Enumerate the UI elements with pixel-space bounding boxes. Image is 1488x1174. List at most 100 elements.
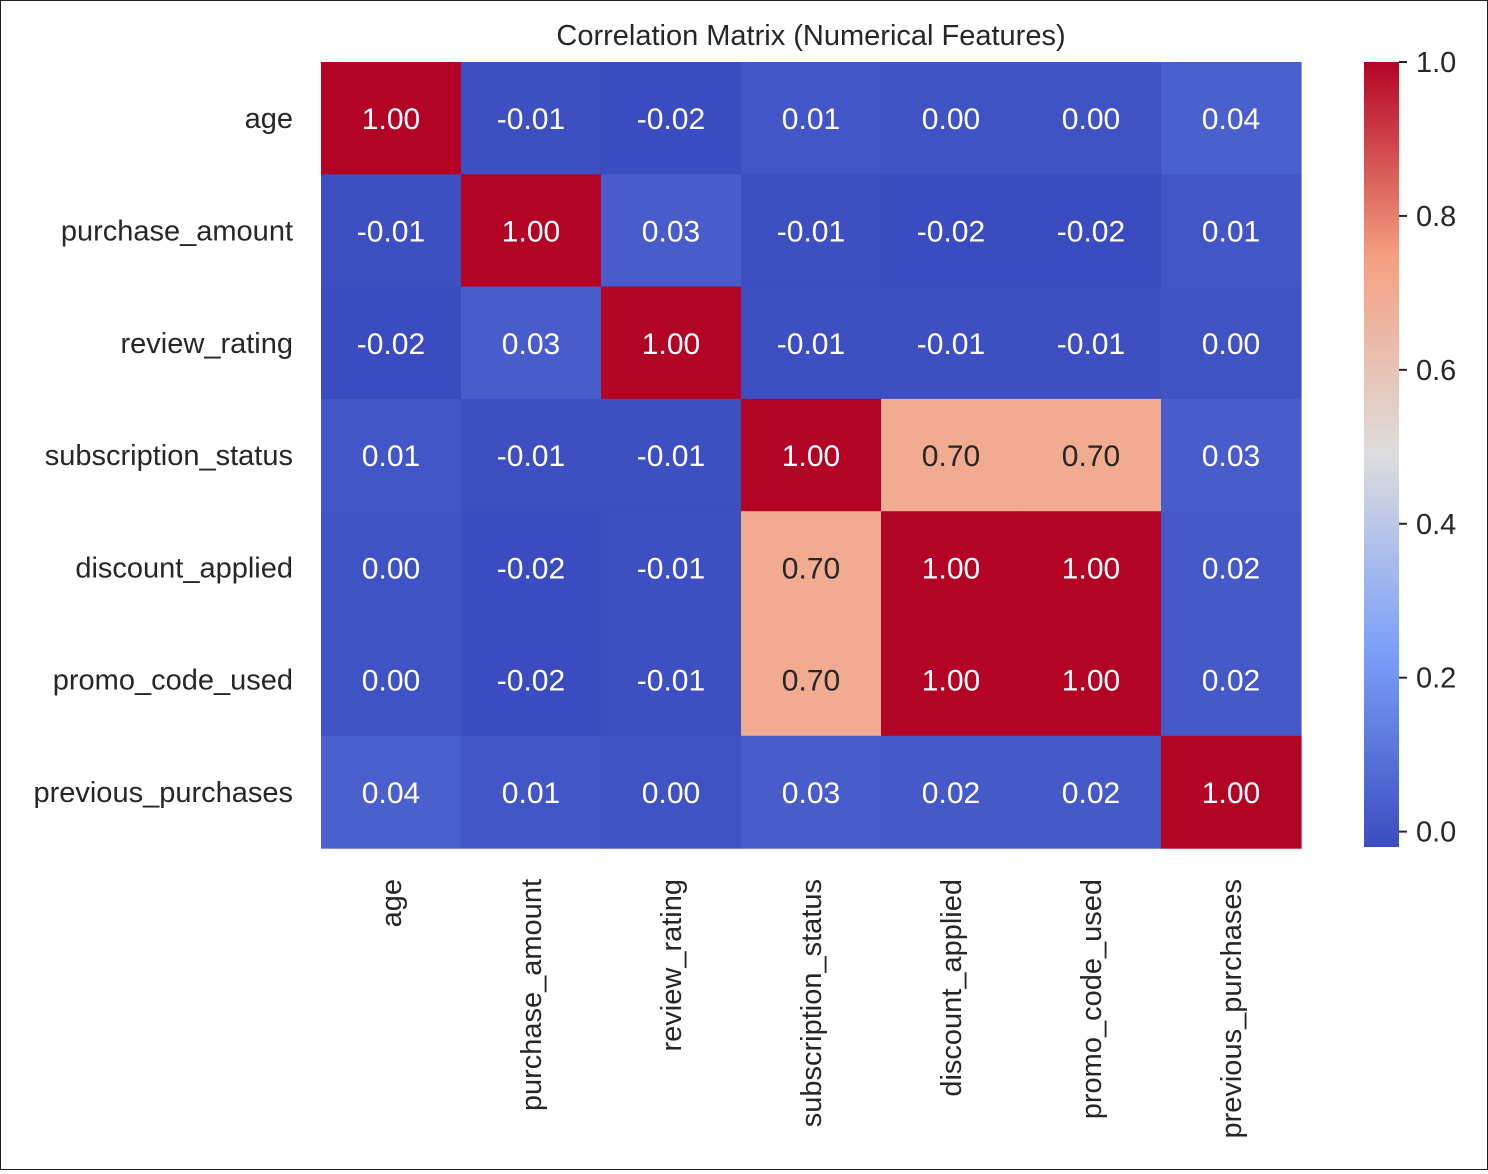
column-tick-label: review_rating [656,879,688,1051]
heatmap-cell [461,62,602,175]
cell-value-label: 0.03 [782,777,840,810]
colorbar-tick-label: 0.4 [1416,509,1456,541]
column-tick-label: age [376,879,408,927]
cell-value-label: -0.01 [637,665,705,698]
cell-value-label: -0.02 [497,552,565,585]
cell-value-label: 0.00 [922,103,980,136]
heatmap-cell [741,735,882,849]
heatmap-cell [601,511,742,625]
heatmap-cell [1161,62,1302,175]
heatmap-cell [1161,174,1302,288]
row-tick-label: discount_applied [75,552,293,584]
cell-value-label: 0.03 [1202,440,1260,473]
cell-value-label: 0.70 [782,552,840,585]
heatmap-cell [461,623,602,737]
cell-value-label: 0.70 [1062,440,1120,473]
row-tick-label: purchase_amount [61,215,293,247]
heatmap-cell [461,286,602,400]
heatmap-cell [741,62,882,175]
heatmap-cell [321,623,462,737]
cell-value-label: 0.00 [642,777,700,810]
row-tick-label: subscription_status [45,440,293,472]
cell-value-label: 0.01 [782,103,840,136]
cell-value-label: 1.00 [1202,777,1260,810]
heatmap-cell [461,398,602,512]
colorbar-gradient [1364,62,1399,847]
heatmap-cell [321,398,462,512]
cell-value-label: 1.00 [922,552,980,585]
colorbar-tick-label: 0.6 [1416,355,1456,387]
heatmap-cell [1161,735,1302,849]
heatmap-cell [1161,398,1302,512]
heatmap-cell [601,62,742,175]
cell-value-label: 0.02 [1202,665,1260,698]
cell-value-label: 1.00 [642,328,700,361]
heatmap-cell [1021,398,1162,512]
heatmap-cell [741,286,882,400]
cell-value-label: 1.00 [502,215,560,248]
cell-value-label: 0.01 [502,777,560,810]
cell-value-label: 0.03 [642,215,700,248]
heatmap-cell [1021,735,1162,849]
cell-value-label: -0.01 [917,328,985,361]
colorbar-tick-label: 0.2 [1416,663,1456,695]
cell-value-label: -0.02 [357,328,425,361]
heatmap-cell [321,62,462,175]
colorbar: 0.0 0.2 0.4 0.6 0.8 1.0 [1364,47,1456,849]
heatmap-cell [881,735,1022,849]
colorbar-tick-label: 0.0 [1416,817,1456,849]
column-tick-label: purchase_amount [516,879,548,1111]
row-labels: age purchase_amount review_rating subscript… [33,103,293,809]
cell-value-label: 0.00 [1202,328,1260,361]
chart-title: Correlation Matrix (Numerical Features) [556,20,1065,52]
cell-value-label: 0.00 [362,665,420,698]
heatmap-cell [741,511,882,625]
heatmap-cell [1021,174,1162,288]
heatmap-cell [1161,623,1302,737]
heatmap-cell [881,286,1022,400]
heatmap-cells [321,62,1302,849]
heatmap-cell [881,511,1022,625]
heatmap-cell [601,286,742,400]
heatmap-cell [1021,286,1162,400]
cell-value-label: -0.01 [637,440,705,473]
cell-value-label: 0.02 [922,777,980,810]
heatmap-cell [1161,286,1302,400]
heatmap-cell [881,398,1022,512]
cell-value-label: -0.02 [497,665,565,698]
heatmap-cell [881,174,1022,288]
cell-value-label: 1.00 [782,440,840,473]
heatmap-cell [741,623,882,737]
cell-value-label: -0.01 [497,103,565,136]
cell-value-label: 1.00 [1062,665,1120,698]
row-tick-label: previous_purchases [33,777,293,809]
heatmap-cell [601,398,742,512]
cell-value-label: 1.00 [922,665,980,698]
cell-value-label: 0.01 [362,440,420,473]
row-tick-label: review_rating [121,328,293,360]
cell-value-label: -0.01 [497,440,565,473]
cell-value-label: -0.01 [357,215,425,248]
cell-value-label: -0.01 [1057,328,1125,361]
cell-value-label: 0.01 [1202,215,1260,248]
heatmap-cell [1021,511,1162,625]
heatmap-cell [321,511,462,625]
cell-value-label: -0.01 [777,215,845,248]
cell-value-label: 1.00 [362,103,420,136]
cell-value-label: -0.02 [1057,215,1125,248]
cell-value-label: 0.02 [1062,777,1120,810]
colorbar-tick-label: 0.8 [1416,201,1456,233]
cell-value-label: -0.01 [777,328,845,361]
heatmap-cell [1021,623,1162,737]
heatmap-cell [601,174,742,288]
cell-value-label: -0.02 [917,215,985,248]
column-tick-label: previous_purchases [1216,879,1248,1139]
heatmap-cell [881,62,1022,175]
cell-value-label: 0.04 [1202,103,1260,136]
heatmap-cell [741,174,882,288]
cell-value-label: 0.03 [502,328,560,361]
cell-value-label: 0.70 [782,665,840,698]
heatmap-cell [1161,511,1302,625]
column-tick-label: subscription_status [796,879,828,1127]
